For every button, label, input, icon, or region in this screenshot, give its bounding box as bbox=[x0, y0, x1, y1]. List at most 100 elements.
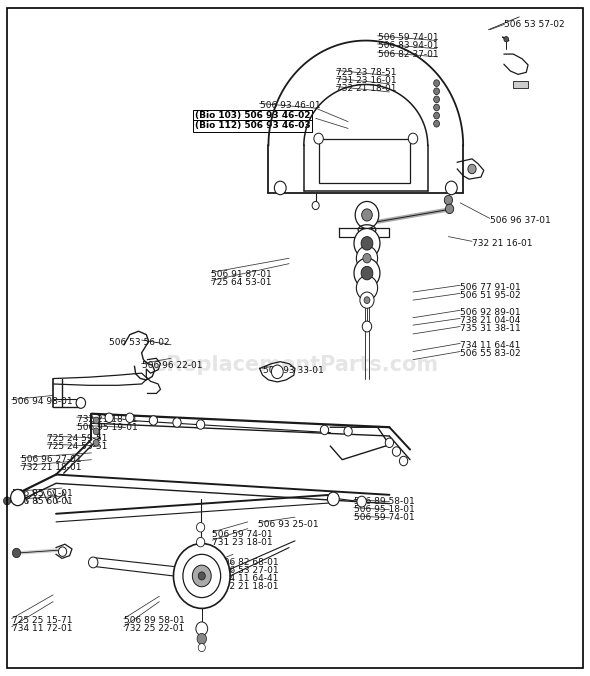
Circle shape bbox=[354, 258, 380, 288]
Circle shape bbox=[93, 417, 99, 424]
Circle shape bbox=[192, 565, 211, 587]
Text: 506 83 94-01: 506 83 94-01 bbox=[378, 41, 438, 51]
Circle shape bbox=[355, 201, 379, 228]
Text: 506 59 74-01: 506 59 74-01 bbox=[378, 33, 438, 43]
Circle shape bbox=[312, 201, 319, 210]
Circle shape bbox=[361, 237, 373, 250]
Circle shape bbox=[468, 164, 476, 174]
Circle shape bbox=[504, 37, 509, 42]
Circle shape bbox=[173, 418, 181, 427]
Text: 735 31 38-11: 735 31 38-11 bbox=[460, 324, 521, 333]
Text: 506 85 61-01: 506 85 61-01 bbox=[12, 489, 73, 498]
Text: 506 96 37-01: 506 96 37-01 bbox=[490, 216, 550, 225]
Text: 731 23 18-01: 731 23 18-01 bbox=[212, 537, 273, 547]
Circle shape bbox=[360, 292, 374, 308]
Circle shape bbox=[444, 195, 453, 205]
Circle shape bbox=[385, 438, 394, 448]
Text: 506 59 74-01: 506 59 74-01 bbox=[354, 513, 415, 523]
Text: 506 82 37-01: 506 82 37-01 bbox=[378, 49, 438, 59]
Circle shape bbox=[314, 133, 323, 144]
Text: (Bio 112) 506 93 46-03: (Bio 112) 506 93 46-03 bbox=[195, 121, 310, 130]
Text: 734 11 64-41: 734 11 64-41 bbox=[460, 341, 520, 350]
Circle shape bbox=[93, 428, 99, 435]
Text: eReplacementParts.com: eReplacementParts.com bbox=[152, 355, 438, 375]
Text: 506 55 83-02: 506 55 83-02 bbox=[460, 349, 521, 358]
Text: 506 53 56-02: 506 53 56-02 bbox=[109, 337, 170, 347]
Circle shape bbox=[363, 254, 371, 263]
Circle shape bbox=[362, 209, 372, 221]
Text: 506 96 27-01: 506 96 27-01 bbox=[21, 455, 81, 464]
Text: 506 92 89-01: 506 92 89-01 bbox=[460, 308, 521, 317]
Circle shape bbox=[173, 544, 230, 608]
Text: 506 53 57-02: 506 53 57-02 bbox=[504, 20, 565, 29]
Circle shape bbox=[12, 548, 21, 558]
Text: 732 21 18-01: 732 21 18-01 bbox=[218, 582, 279, 592]
Circle shape bbox=[408, 133, 418, 144]
Text: 732 21 18-01: 732 21 18-01 bbox=[336, 84, 397, 93]
Circle shape bbox=[445, 204, 454, 214]
Circle shape bbox=[392, 447, 401, 456]
Text: 506 93 46-01: 506 93 46-01 bbox=[260, 101, 320, 110]
Circle shape bbox=[198, 644, 205, 652]
Circle shape bbox=[11, 489, 25, 506]
Circle shape bbox=[271, 365, 283, 379]
Text: 725 25 15-71: 725 25 15-71 bbox=[12, 616, 73, 625]
Circle shape bbox=[354, 228, 380, 258]
Circle shape bbox=[361, 266, 373, 280]
Text: 732 21 18-01: 732 21 18-01 bbox=[21, 463, 81, 473]
Text: 506 96 22-01: 506 96 22-01 bbox=[142, 361, 202, 370]
Circle shape bbox=[362, 321, 372, 332]
Circle shape bbox=[399, 456, 408, 466]
Text: 725 64 53-01: 725 64 53-01 bbox=[211, 278, 272, 287]
Text: 732 21 16-01: 732 21 16-01 bbox=[472, 239, 533, 248]
Text: 506 85 60-01: 506 85 60-01 bbox=[12, 497, 73, 506]
Circle shape bbox=[126, 413, 134, 422]
Text: 506 93 25-01: 506 93 25-01 bbox=[258, 520, 319, 529]
Circle shape bbox=[198, 572, 205, 580]
Text: 732 25 22-01: 732 25 22-01 bbox=[124, 624, 184, 633]
Text: 506 51 95-02: 506 51 95-02 bbox=[460, 291, 521, 300]
Circle shape bbox=[357, 496, 366, 507]
Text: 725 24 53-51: 725 24 53-51 bbox=[47, 441, 107, 451]
Bar bbox=[319, 139, 410, 183]
Circle shape bbox=[274, 181, 286, 195]
Circle shape bbox=[434, 104, 440, 111]
Text: 725 24 59-51: 725 24 59-51 bbox=[47, 433, 107, 443]
Circle shape bbox=[196, 622, 208, 635]
Text: 725 23 78-51: 725 23 78-51 bbox=[336, 68, 397, 77]
Circle shape bbox=[434, 88, 440, 95]
Circle shape bbox=[364, 297, 370, 304]
Text: 506 89 58-01: 506 89 58-01 bbox=[354, 497, 415, 506]
Circle shape bbox=[434, 80, 440, 87]
Text: 506 94 98-01: 506 94 98-01 bbox=[12, 397, 73, 406]
Circle shape bbox=[434, 112, 440, 119]
Text: 738 21 04-04: 738 21 04-04 bbox=[460, 316, 520, 325]
Circle shape bbox=[356, 246, 378, 270]
Circle shape bbox=[93, 439, 99, 446]
Text: 506 77 91-01: 506 77 91-01 bbox=[460, 283, 521, 292]
Text: 506 93 33-01: 506 93 33-01 bbox=[263, 366, 323, 375]
Circle shape bbox=[434, 120, 440, 127]
Text: 732 21 18-01: 732 21 18-01 bbox=[77, 414, 137, 424]
Text: 731 23 16-01: 731 23 16-01 bbox=[336, 76, 397, 85]
Circle shape bbox=[196, 537, 205, 547]
Text: 506 82 68-01: 506 82 68-01 bbox=[218, 558, 279, 567]
Circle shape bbox=[356, 276, 378, 300]
Text: 506 53 27-01: 506 53 27-01 bbox=[218, 566, 279, 575]
Circle shape bbox=[105, 413, 113, 422]
Text: 506 95 19-01: 506 95 19-01 bbox=[77, 422, 137, 432]
Circle shape bbox=[445, 181, 457, 195]
Circle shape bbox=[183, 554, 221, 598]
Circle shape bbox=[320, 425, 329, 435]
Text: 506 91 87-01: 506 91 87-01 bbox=[211, 270, 272, 279]
Text: (Bio 103) 506 93 46-02: (Bio 103) 506 93 46-02 bbox=[195, 111, 310, 120]
Circle shape bbox=[327, 492, 339, 506]
Circle shape bbox=[76, 397, 86, 408]
Circle shape bbox=[4, 497, 11, 505]
Circle shape bbox=[88, 557, 98, 568]
Text: 506 89 58-01: 506 89 58-01 bbox=[124, 616, 185, 625]
Text: 734 11 72-01: 734 11 72-01 bbox=[12, 624, 73, 633]
Bar bbox=[513, 81, 528, 88]
Text: 506 95 18-01: 506 95 18-01 bbox=[354, 505, 415, 514]
Circle shape bbox=[197, 633, 206, 644]
